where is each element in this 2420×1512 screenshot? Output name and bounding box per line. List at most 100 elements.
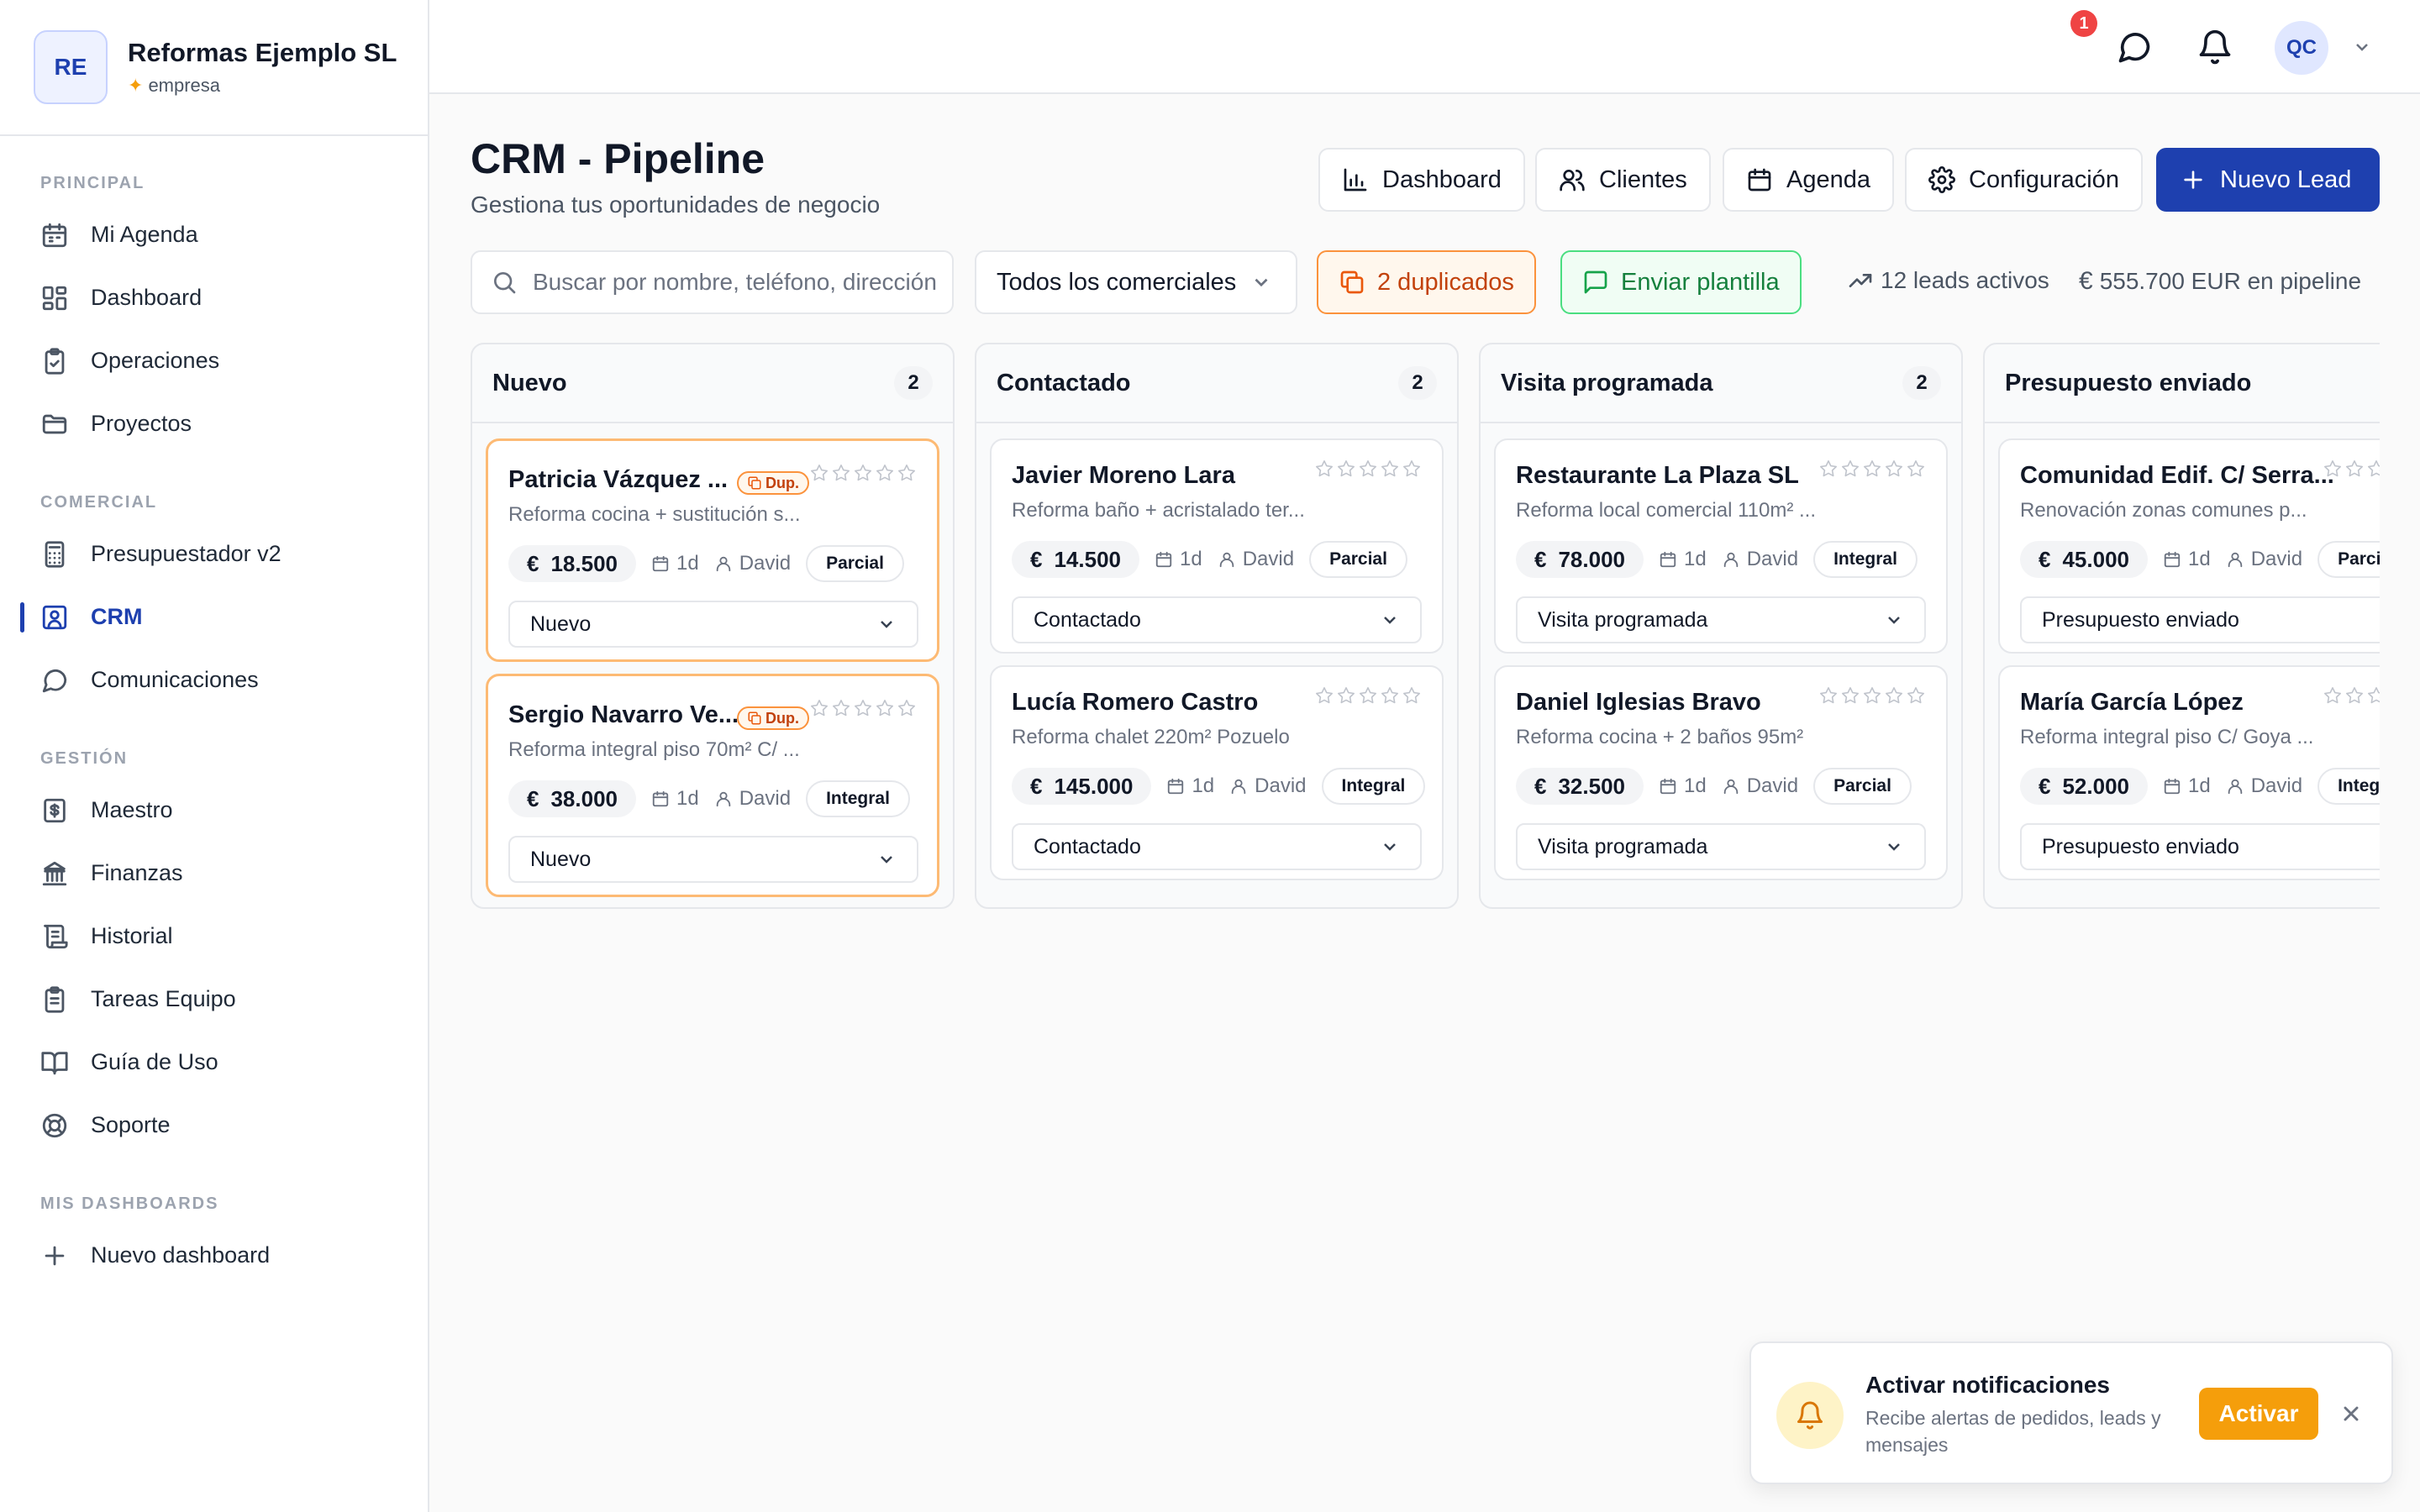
sidebar-item-tareas-equipo[interactable]: Tareas Equipo — [0, 968, 428, 1031]
rating-stars[interactable] — [1314, 459, 1422, 479]
lead-status-select[interactable]: Nuevo — [508, 601, 918, 648]
star-icon[interactable] — [809, 463, 829, 483]
dashboard-button[interactable]: Dashboard — [1318, 148, 1525, 212]
bell-icon[interactable] — [2196, 29, 2233, 66]
nuevo-lead-button[interactable]: Nuevo Lead — [2156, 148, 2380, 212]
rating-stars[interactable] — [2323, 685, 2380, 706]
sidebar-item-maestro[interactable]: Maestro — [0, 779, 428, 842]
chevron-down-icon[interactable] — [2352, 37, 2372, 57]
lead-status-select[interactable]: Contactado — [1012, 823, 1422, 870]
lead-card[interactable]: Javier Moreno Lara Reforma baño + acrista… — [990, 438, 1444, 654]
star-icon[interactable] — [1862, 459, 1882, 479]
star-icon[interactable] — [1402, 685, 1422, 706]
star-icon[interactable] — [1314, 459, 1334, 479]
star-icon[interactable] — [875, 698, 895, 718]
lead-card[interactable]: Lucía Romero Castro Reforma chalet 220m² … — [990, 665, 1444, 880]
star-icon[interactable] — [1884, 459, 1904, 479]
lead-status-select[interactable]: Visita programada — [1516, 596, 1926, 643]
lead-name[interactable]: Patricia Vázquez ... — [508, 466, 729, 493]
user-avatar[interactable]: QC — [2275, 21, 2328, 75]
rating-stars[interactable] — [1818, 685, 1926, 706]
star-icon[interactable] — [1840, 459, 1860, 479]
star-icon[interactable] — [853, 698, 873, 718]
star-icon[interactable] — [831, 463, 851, 483]
send-template-button[interactable]: Enviar plantilla — [1560, 250, 1802, 314]
star-icon[interactable] — [1840, 685, 1860, 706]
activate-notifications-button[interactable]: Activar — [2199, 1388, 2318, 1440]
configuracion-button[interactable]: Configuración — [1905, 148, 2143, 212]
lead-card[interactable]: Patricia Vázquez ... Dup. Reforma cocina +… — [486, 438, 939, 662]
lead-name[interactable]: María García López — [2020, 689, 2244, 716]
sidebar-item-presupuestador-v2[interactable]: Presupuestador v2 — [0, 522, 428, 585]
lead-name[interactable]: Comunidad Edif. C/ Serra... — [2020, 462, 2334, 489]
lead-name[interactable]: Lucía Romero Castro — [1012, 689, 1259, 716]
agenda-button[interactable]: Agenda — [1723, 148, 1894, 212]
search-input[interactable] — [533, 269, 936, 296]
lead-card[interactable]: Daniel Iglesias Bravo Reforma cocina + 2 … — [1494, 665, 1948, 880]
sidebar-item-comunicaciones[interactable]: Comunicaciones — [0, 648, 428, 711]
lead-name[interactable]: Restaurante La Plaza SL — [1516, 462, 1799, 489]
star-icon[interactable] — [1314, 685, 1334, 706]
star-icon[interactable] — [1884, 685, 1904, 706]
lead-card[interactable]: María García López Reforma integral piso … — [1998, 665, 2380, 880]
star-icon[interactable] — [2366, 685, 2380, 706]
star-icon[interactable] — [875, 463, 895, 483]
messages-icon[interactable] — [2116, 29, 2153, 66]
star-icon[interactable] — [2323, 685, 2343, 706]
sidebar-item-dashboard[interactable]: Dashboard — [0, 266, 428, 329]
sidebar-item-historial[interactable]: Historial — [0, 905, 428, 968]
star-icon[interactable] — [1358, 459, 1378, 479]
comercial-select[interactable]: Todos los comerciales — [975, 250, 1297, 314]
star-icon[interactable] — [831, 698, 851, 718]
star-icon[interactable] — [897, 698, 917, 718]
rating-stars[interactable] — [809, 698, 917, 718]
brand-header[interactable]: RE Reformas Ejemplo SL ✦ empresa — [0, 0, 428, 136]
star-icon[interactable] — [1818, 459, 1839, 479]
star-icon[interactable] — [1380, 459, 1400, 479]
star-icon[interactable] — [1336, 459, 1356, 479]
lead-name[interactable]: Daniel Iglesias Bravo — [1516, 689, 1761, 716]
star-icon[interactable] — [1906, 685, 1926, 706]
clientes-button[interactable]: Clientes — [1535, 148, 1711, 212]
star-icon[interactable] — [1906, 459, 1926, 479]
star-icon[interactable] — [1380, 685, 1400, 706]
close-icon[interactable] — [2339, 1402, 2363, 1425]
rating-stars[interactable] — [1314, 685, 1422, 706]
rating-stars[interactable] — [809, 463, 917, 483]
star-icon[interactable] — [1402, 459, 1422, 479]
lead-status-select[interactable]: Contactado — [1012, 596, 1422, 643]
sidebar-item-operaciones[interactable]: Operaciones — [0, 329, 428, 392]
lead-name[interactable]: Javier Moreno Lara — [1012, 462, 1235, 489]
star-icon[interactable] — [2344, 459, 2365, 479]
sidebar-item-guía-de-uso[interactable]: Guía de Uso — [0, 1031, 428, 1094]
star-icon[interactable] — [1358, 685, 1378, 706]
lead-card[interactable]: Sergio Navarro Ve... Dup. Reforma integral… — [486, 674, 939, 897]
star-icon[interactable] — [897, 463, 917, 483]
rating-stars[interactable] — [1818, 459, 1926, 479]
lead-status-select[interactable]: Presupuesto enviado — [2020, 596, 2380, 643]
sidebar-item-soporte[interactable]: Soporte — [0, 1094, 428, 1157]
star-icon[interactable] — [1336, 685, 1356, 706]
search-box[interactable] — [471, 250, 954, 314]
lead-status-select[interactable]: Nuevo — [508, 836, 918, 883]
lead-card[interactable]: Comunidad Edif. C/ Serra... Renovación zo… — [1998, 438, 2380, 654]
sidebar-item-proyectos[interactable]: Proyectos — [0, 392, 428, 455]
star-icon[interactable] — [1862, 685, 1882, 706]
star-icon[interactable] — [2323, 459, 2343, 479]
star-icon[interactable] — [809, 698, 829, 718]
lead-status-select[interactable]: Presupuesto enviado — [2020, 823, 2380, 870]
duplicates-button[interactable]: 2 duplicados — [1317, 250, 1536, 314]
agenda-button-label: Agenda — [1786, 165, 1870, 193]
lead-name[interactable]: Sergio Navarro Ve... — [508, 701, 739, 728]
sidebar-item-finanzas[interactable]: Finanzas — [0, 842, 428, 905]
rating-stars[interactable] — [2323, 459, 2380, 479]
star-icon[interactable] — [2366, 459, 2380, 479]
star-icon[interactable] — [2344, 685, 2365, 706]
sidebar-item-nuevo-dashboard[interactable]: Nuevo dashboard — [0, 1224, 428, 1287]
lead-status-select[interactable]: Visita programada — [1516, 823, 1926, 870]
sidebar-item-crm[interactable]: CRM — [0, 585, 428, 648]
star-icon[interactable] — [1818, 685, 1839, 706]
lead-card[interactable]: Restaurante La Plaza SL Reforma local com… — [1494, 438, 1948, 654]
sidebar-item-mi-agenda[interactable]: Mi Agenda — [0, 203, 428, 266]
star-icon[interactable] — [853, 463, 873, 483]
